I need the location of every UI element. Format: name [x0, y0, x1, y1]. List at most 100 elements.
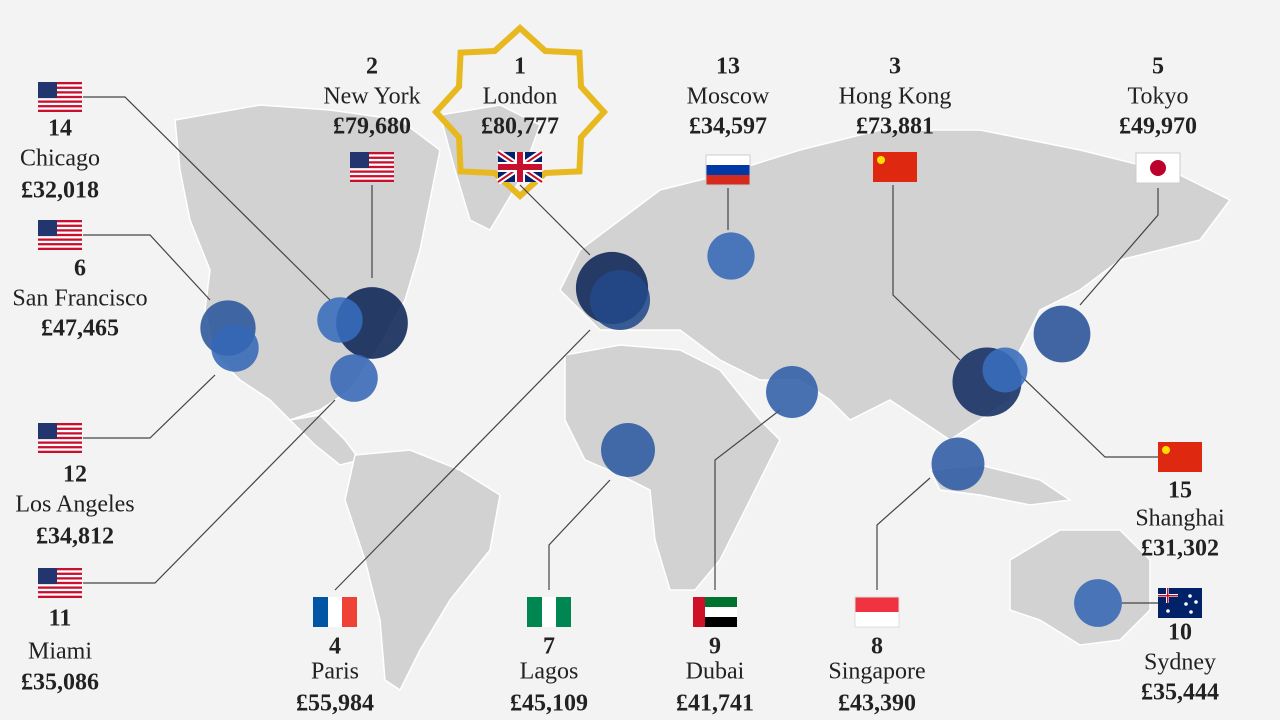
city-name: New York: [323, 84, 420, 110]
city-rank: 4: [329, 634, 341, 660]
flag-part: [705, 607, 737, 617]
leader-line: [1019, 374, 1158, 458]
flag-part: [1189, 610, 1193, 614]
flag-part: [350, 152, 394, 155]
flag-part: [38, 82, 82, 85]
flag: [527, 597, 571, 627]
flag: [38, 568, 82, 598]
city-cost: £34,597: [689, 114, 767, 140]
flag-border: [1135, 152, 1181, 184]
flag-part: [542, 597, 556, 627]
city-cost: £35,086: [21, 670, 99, 696]
flag-part: [855, 597, 899, 612]
flag-part: [38, 595, 82, 598]
flag-part: [705, 597, 737, 607]
city-bubble: [211, 324, 259, 372]
flag-part: [38, 100, 82, 103]
city-bubble: [982, 347, 1028, 393]
leader-line: [83, 96, 331, 301]
flag-part: [38, 220, 57, 236]
city-cost: £31,302: [1141, 536, 1219, 562]
city-cost: £41,741: [676, 691, 754, 717]
flag-part: [38, 109, 82, 112]
flag-part: [38, 432, 82, 435]
flag-part: [706, 155, 750, 165]
flag-part: [342, 597, 357, 627]
flag-part: [705, 617, 737, 627]
city-bubble: [601, 423, 655, 477]
flag-border: [854, 596, 900, 628]
flag-part: [313, 597, 328, 627]
leader-line: [83, 374, 216, 439]
flag-part: [350, 152, 369, 168]
flag: [1158, 588, 1202, 618]
city-cost: £43,390: [838, 691, 916, 717]
flag: [854, 596, 900, 628]
flag-part: [38, 568, 57, 584]
city-rank: 6: [74, 256, 86, 282]
city-name: Tokyo: [1128, 84, 1189, 110]
leader-line: [83, 399, 336, 584]
flag-part: [38, 220, 82, 223]
city-name: Sydney: [1144, 650, 1216, 676]
flag-part: [350, 156, 394, 159]
flag-part: [350, 179, 394, 182]
flag-part: [556, 597, 571, 627]
flag-part: [38, 581, 82, 585]
city-cost: £49,970: [1119, 114, 1197, 140]
flag-part: [38, 586, 82, 589]
flag: [1135, 152, 1181, 184]
leader-line: [83, 234, 211, 301]
flag-part: [328, 597, 342, 627]
flag: [38, 82, 82, 112]
flag-part: [706, 165, 750, 175]
city-bubble: [707, 232, 755, 280]
city-bubble: [931, 437, 985, 491]
city-bubble: [589, 269, 651, 331]
flag-part: [1188, 594, 1192, 598]
city-rank: 3: [889, 54, 901, 80]
city-rank: 14: [48, 116, 72, 142]
flag-border: [705, 154, 751, 186]
north-america: [174, 104, 441, 421]
flag-part: [38, 591, 82, 594]
flag-part: [350, 165, 394, 169]
city-name: Singapore: [828, 659, 925, 685]
city-cost: £73,881: [856, 114, 934, 140]
flag: [705, 154, 751, 186]
flag: [38, 423, 82, 453]
city-rank: 12: [63, 462, 87, 488]
leader-line: [892, 185, 961, 361]
flag-part: [38, 423, 57, 439]
flag: [350, 152, 394, 182]
city-cost: £34,812: [36, 524, 114, 550]
flag-part: [38, 86, 82, 89]
city-cost: £45,109: [510, 691, 588, 717]
city-rank: 7: [543, 634, 555, 660]
city-bubble: [1074, 579, 1122, 627]
greenland: [439, 104, 541, 231]
city-name: Hong Kong: [839, 84, 952, 110]
central-america: [288, 414, 362, 466]
flag-part: [38, 91, 82, 94]
africa: [564, 344, 781, 591]
city-rank: 9: [709, 634, 721, 660]
flag-part: [38, 423, 82, 426]
leader-line: [714, 409, 781, 590]
flag-part: [706, 175, 750, 185]
city-rank: 13: [716, 54, 740, 80]
flag-part: [498, 164, 542, 170]
flag-part: [1150, 160, 1166, 176]
city-name: Shanghai: [1135, 506, 1225, 532]
flag-part: [38, 436, 82, 440]
city-name: Moscow: [687, 84, 770, 110]
flag-part: [350, 175, 394, 178]
south-america: [344, 449, 501, 692]
flag-part: [38, 105, 82, 108]
flag: [1158, 442, 1202, 472]
city-name: San Francisco: [12, 286, 147, 312]
leader-line: [519, 184, 591, 256]
top-rank-star: [431, 23, 609, 201]
